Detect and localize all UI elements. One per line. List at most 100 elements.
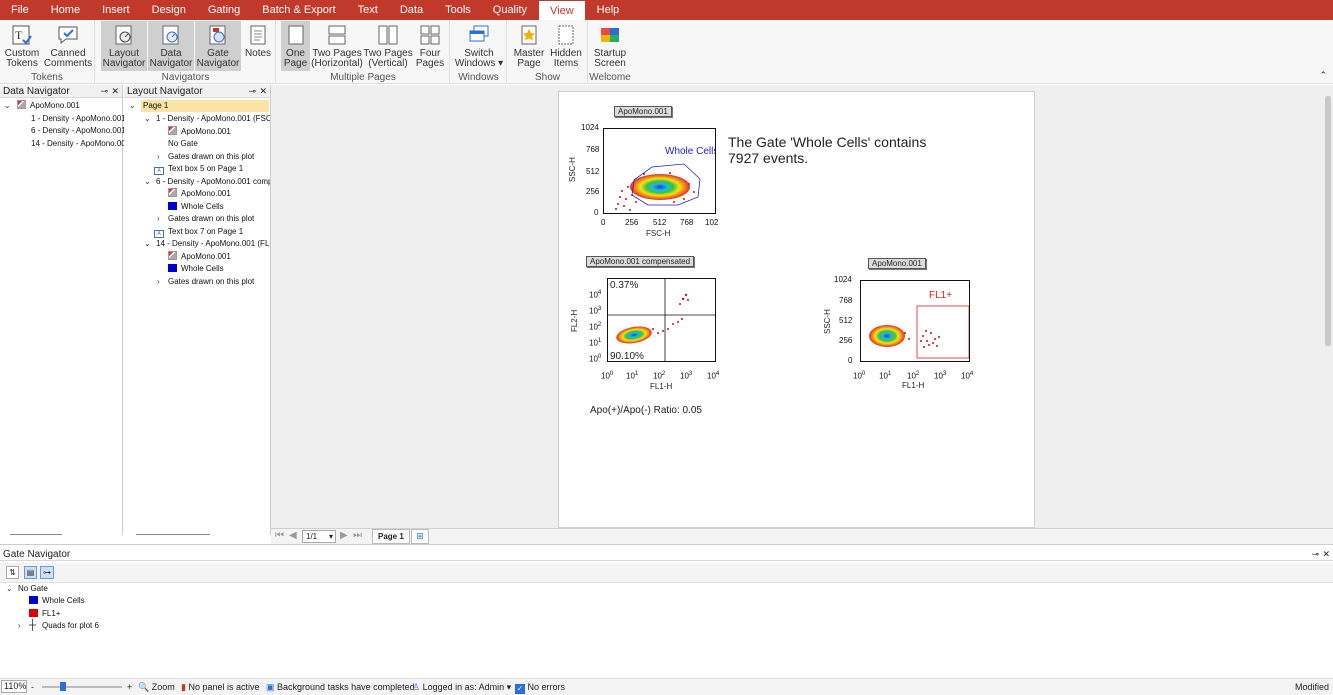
hierarchy-view-icon[interactable]: ⊶: [40, 566, 54, 579]
two-pages-vertical-button[interactable]: Two Pages (Vertical): [363, 21, 413, 71]
plot3-density-plot[interactable]: FL1+: [860, 280, 970, 362]
menu-item-view[interactable]: View: [538, 0, 586, 20]
close-icon[interactable]: ✕: [1322, 549, 1330, 559]
canned-comments-button[interactable]: Canned Comments: [44, 21, 92, 71]
zoom-in-icon[interactable]: +: [127, 682, 133, 692]
plot1-title[interactable]: ApoMono.001: [614, 106, 672, 117]
zoom-out-icon[interactable]: -: [31, 682, 34, 692]
menu-item-batch-export[interactable]: Batch & Export: [262, 4, 336, 16]
pin-icon[interactable]: ⊸: [1311, 549, 1319, 559]
one-page-button[interactable]: One Page: [281, 21, 310, 71]
data-tree-root[interactable]: ApoMono.001: [17, 100, 80, 112]
vertical-scrollbar[interactable]: [1325, 96, 1331, 346]
gate-tree-item[interactable]: Whole Cells: [29, 595, 85, 607]
chevron-down-icon[interactable]: ⌄: [144, 176, 151, 186]
layout-tree-item[interactable]: 14 - Density - ApoMono.001 (FL1-: [156, 238, 270, 250]
close-icon[interactable]: ✕: [111, 86, 119, 96]
add-page-icon[interactable]: ⊞: [411, 529, 429, 544]
gate-tree-item[interactable]: ┼ Quads for plot 6: [29, 620, 99, 632]
menu-item-design[interactable]: Design: [151, 4, 186, 16]
chevron-right-icon[interactable]: ›: [157, 151, 160, 161]
next-page-icon[interactable]: ▶: [340, 530, 348, 541]
data-tree-item[interactable]: 14 - Density - ApoMono.00: [31, 139, 126, 148]
switch-windows-button[interactable]: Switch Windows ▾: [455, 21, 503, 71]
gate-summary-textbox[interactable]: The Gate 'Whole Cells' contains 7927 eve…: [728, 134, 926, 166]
master-page-button[interactable]: Master Page: [512, 21, 546, 71]
page-tab[interactable]: Page 1: [372, 529, 410, 544]
collapse-ribbon-icon[interactable]: ⌃: [1319, 70, 1327, 80]
layout-tree-item[interactable]: A Text box 7 on Page 1: [154, 226, 243, 238]
xtick-label: 101: [879, 370, 891, 381]
data-tree-item[interactable]: 1 - Density - ApoMono.001: [31, 114, 126, 123]
quadrant-icon: ┼: [29, 620, 37, 631]
layout-tree-item[interactable]: Gates drawn on this plot: [168, 213, 254, 225]
layout-navigator-button[interactable]: Layout Navigator: [101, 21, 147, 71]
chevron-down-icon[interactable]: ⌄: [4, 101, 11, 110]
layout-page[interactable]: ApoMono.001 Whole Cells SSC-H 1024 768 5…: [558, 91, 1035, 528]
plot2-density-plot[interactable]: 0.37% 90.10%: [607, 278, 716, 362]
layout-tree-item[interactable]: 6 - Density - ApoMono.001 compe: [156, 176, 270, 188]
layout-tree-item[interactable]: A Text box 5 on Page 1: [154, 163, 243, 175]
custom-tokens-button[interactable]: T Custom Tokens: [4, 21, 40, 71]
menu-item-quality[interactable]: Quality: [492, 4, 528, 16]
menu-item-data[interactable]: Data: [399, 4, 424, 16]
chevron-down-icon[interactable]: ⌄: [6, 584, 13, 593]
chevron-right-icon[interactable]: ›: [157, 214, 160, 223]
last-page-icon[interactable]: ⏭: [353, 530, 362, 541]
close-icon[interactable]: ✕: [259, 86, 267, 96]
menu-item-home[interactable]: Home: [50, 4, 81, 16]
menu-item-help[interactable]: Help: [596, 4, 620, 16]
data-tree-item[interactable]: 6 - Density - ApoMono.001: [31, 126, 126, 135]
menu-item-file[interactable]: File: [11, 4, 29, 16]
startup-screen-button[interactable]: Startup Screen: [592, 21, 628, 71]
menu-item-tools[interactable]: Tools: [445, 4, 471, 16]
menu-item-text[interactable]: Text: [357, 4, 378, 16]
chevron-down-icon[interactable]: ⌄: [144, 239, 151, 248]
gate-tree-item[interactable]: FL1+: [29, 608, 60, 620]
menu-item-gating[interactable]: Gating: [207, 4, 241, 16]
zoom-slider-thumb[interactable]: [60, 682, 66, 691]
layout-tree-item[interactable]: Gates drawn on this plot: [168, 151, 254, 163]
layout-tree-item[interactable]: ApoMono.001: [168, 125, 231, 138]
layout-tree-item[interactable]: Whole Cells: [168, 201, 224, 213]
previous-page-icon[interactable]: ◀: [289, 530, 297, 541]
whole-cells-gate[interactable]: [631, 163, 701, 206]
layout-tree-item[interactable]: 1 - Density - ApoMono.001 (FSC-H: [156, 113, 270, 125]
gate-tree-root[interactable]: No Gate: [18, 584, 48, 593]
chevron-down-icon[interactable]: ⌄: [144, 114, 151, 123]
ribbon-group-show: Master Page Hidden Items Show: [508, 20, 588, 84]
pin-icon[interactable]: ⊸: [100, 86, 108, 96]
notes-button[interactable]: Notes: [244, 21, 272, 71]
pin-icon[interactable]: ⊸: [248, 86, 256, 96]
page-selector[interactable]: 1/1 ▾: [302, 530, 336, 543]
layout-tree-item[interactable]: Gates drawn on this plot: [168, 276, 254, 288]
ratio-textbox[interactable]: Apo(+)/Apo(-) Ratio: 0.05: [590, 405, 702, 416]
chevron-right-icon[interactable]: ›: [18, 621, 21, 630]
four-pages-button[interactable]: Four Pages: [415, 21, 445, 71]
layout-tree-item[interactable]: ApoMono.001: [168, 188, 231, 200]
layout-tree-page[interactable]: Page 1: [141, 100, 269, 112]
data-navigator-button[interactable]: Data Navigator: [148, 21, 194, 71]
first-page-icon[interactable]: ⏮: [275, 530, 284, 541]
zoom-button[interactable]: 🔍 Zoom: [138, 679, 175, 695]
error-status[interactable]: ✓ No errors: [515, 679, 565, 695]
layout-tree-item[interactable]: No Gate: [168, 138, 198, 150]
layout-tree-item[interactable]: ApoMono.001: [168, 250, 231, 263]
tasks-status[interactable]: ▣ Background tasks have completed: [266, 679, 415, 695]
two-pages-horizontal-button[interactable]: Two Pages (Horizontal): [311, 21, 363, 71]
gate-navigator-button[interactable]: Gate Navigator: [195, 21, 241, 71]
fl1-positive-gate[interactable]: [916, 305, 969, 359]
hidden-items-button[interactable]: Hidden Items: [549, 21, 583, 71]
zoom-slider-track[interactable]: [42, 686, 122, 688]
chevron-down-icon[interactable]: ⌄: [129, 101, 136, 110]
tree-view-icon[interactable]: ▤: [24, 566, 37, 579]
sort-icon[interactable]: ⇅: [6, 566, 19, 579]
menu-item-insert[interactable]: Insert: [102, 4, 130, 16]
plot1-density-plot[interactable]: Whole Cells: [603, 128, 716, 214]
plot2-title[interactable]: ApoMono.001 compensated: [586, 256, 695, 267]
layout-tree-item[interactable]: Whole Cells: [168, 263, 224, 275]
login-status[interactable]: ♙ Logged in as: Admin ▾: [412, 679, 511, 695]
chevron-right-icon[interactable]: ›: [157, 276, 160, 286]
zoom-input[interactable]: 110%: [1, 680, 27, 693]
plot3-title[interactable]: ApoMono.001: [868, 258, 926, 269]
